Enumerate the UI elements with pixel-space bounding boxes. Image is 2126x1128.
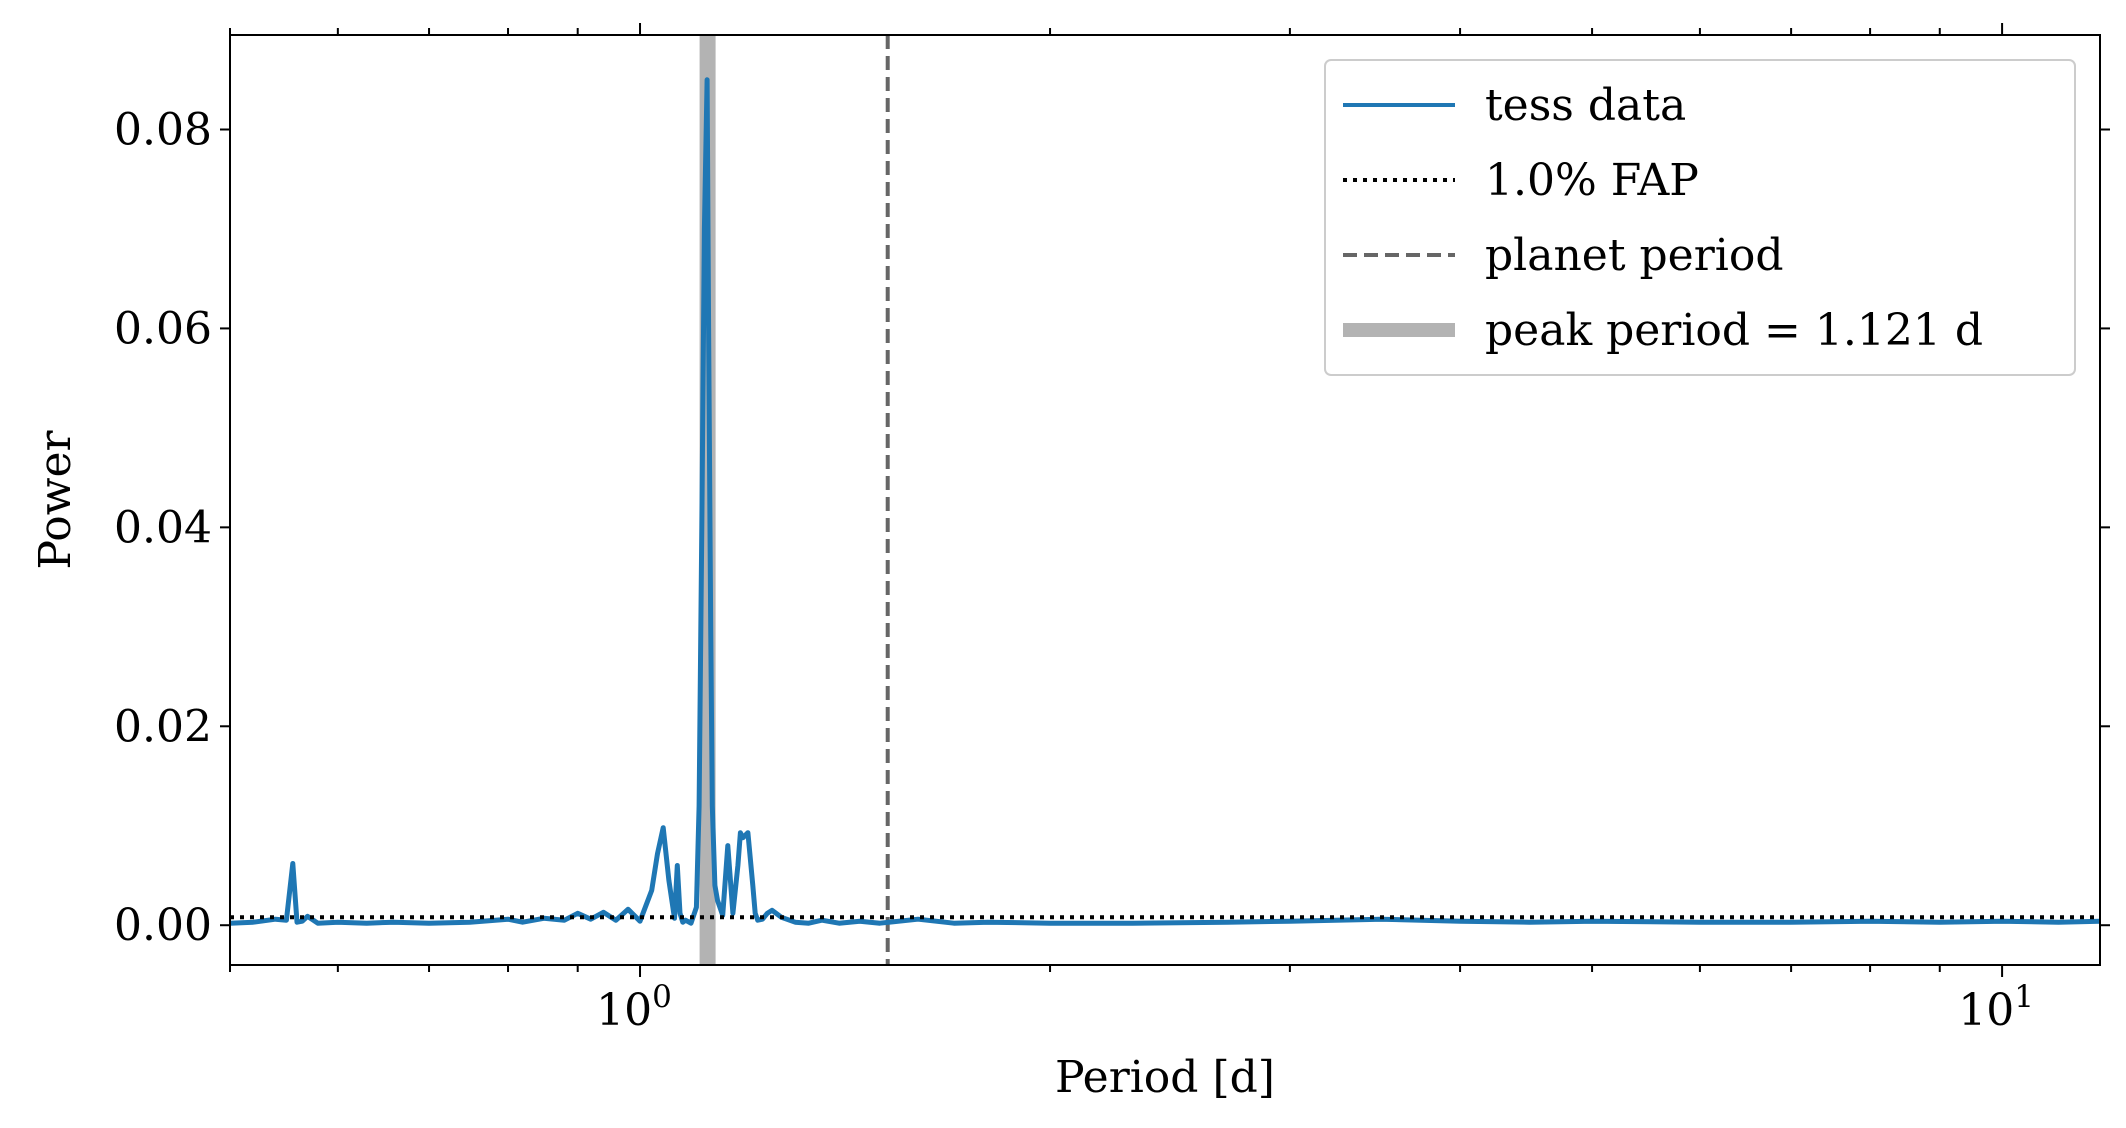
- legend-label: tess data: [1485, 80, 1686, 131]
- x-axis-label: Period [d]: [1055, 1052, 1275, 1103]
- data-series-layer: [230, 77, 2100, 926]
- vertical-lines-layer: [699, 35, 890, 965]
- legend-label: peak period = 1.121 d: [1485, 305, 1983, 356]
- legend-box: [1324, 59, 2076, 376]
- y-axis-label: Power: [30, 430, 81, 570]
- axes-frame: [229, 34, 2101, 966]
- y-tick-label: 0.06: [114, 303, 212, 354]
- x-tick-label: 101: [1958, 979, 2034, 1036]
- legend: tess data 1.0% FAP planet period peak perio…: [1324, 59, 2076, 376]
- axis-ticks-layer: 0.00 0.02 0.04 0.06 0.08 100 101: [114, 23, 2110, 1036]
- x-tick-label: 100: [596, 979, 672, 1036]
- y-tick-label: 0.04: [114, 502, 212, 553]
- y-tick-label: 0.02: [114, 701, 212, 752]
- y-tick-label: 0.00: [114, 900, 212, 951]
- tess-data-line: [230, 77, 2100, 926]
- y-tick-label: 0.08: [114, 104, 212, 155]
- legend-label: planet period: [1485, 230, 1783, 281]
- legend-label: 1.0% FAP: [1485, 155, 1699, 206]
